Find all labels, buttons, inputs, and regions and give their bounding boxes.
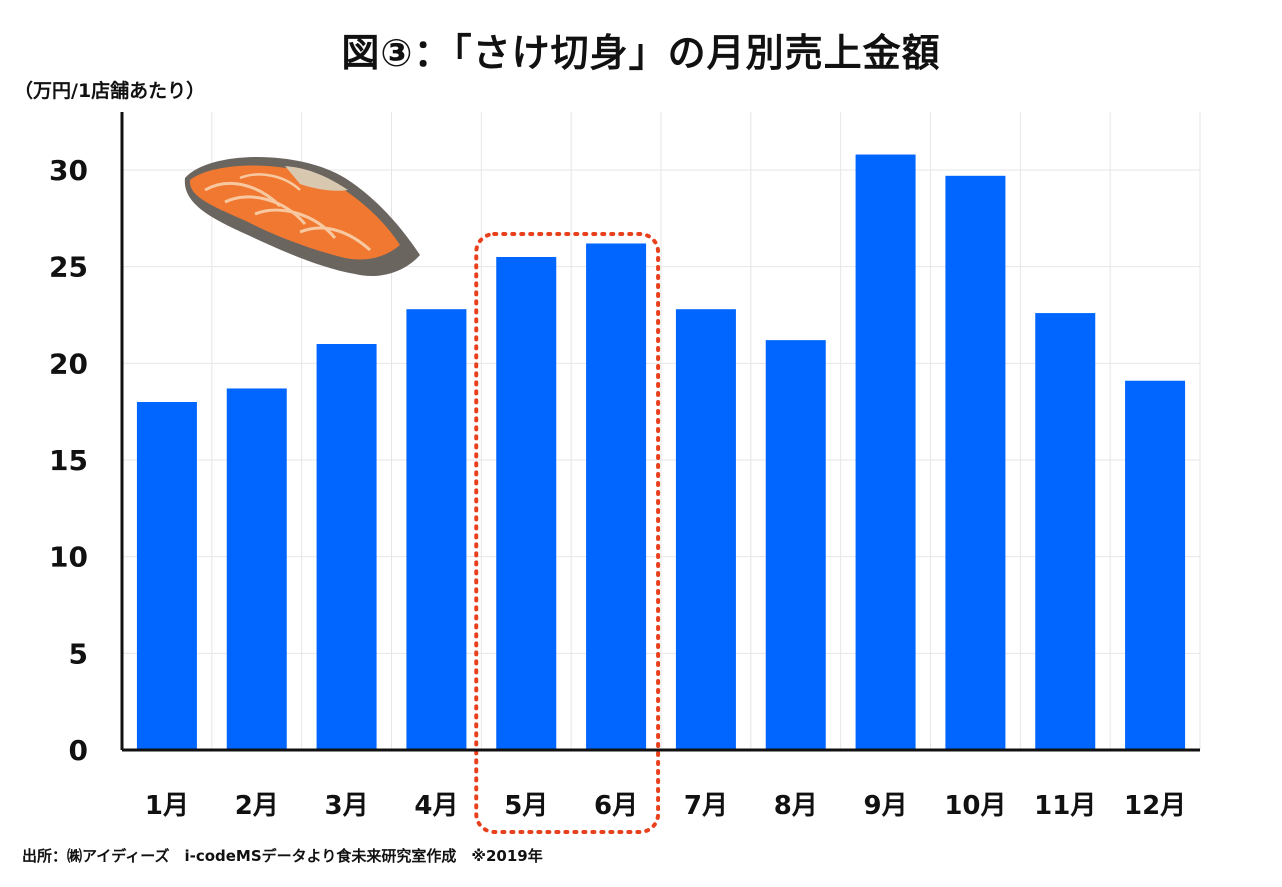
x-tick-label: 3月 [325, 791, 369, 821]
x-tick-label: 5月 [504, 791, 548, 821]
bar-7 [675, 309, 736, 750]
y-tick-label: 10 [49, 541, 88, 574]
x-tick-label: 10月 [944, 791, 1006, 821]
salmon-stripe [224, 195, 307, 225]
bar-5 [496, 257, 557, 750]
y-tick-label: 5 [69, 637, 88, 670]
x-tick-label: 11月 [1034, 791, 1096, 821]
y-tick-label: 30 [49, 154, 88, 187]
salmon-stripe [254, 208, 337, 239]
axes [120, 112, 1200, 752]
x-tick-label: 12月 [1124, 791, 1186, 821]
chart-title: 図③：「さけ切身」の月別売上金額 [341, 31, 941, 75]
y-tick-label: 25 [49, 251, 88, 284]
bar-2 [226, 388, 287, 750]
source-note: 出所：㈱アイディーズ i-codeMSデータより食未来研究室作成 ※2019年 [22, 847, 543, 865]
y-tick-label: 20 [49, 347, 88, 380]
salmon-stripe [299, 226, 372, 252]
x-tick-label: 6月 [594, 791, 638, 821]
bar-12 [1125, 380, 1186, 750]
bar-11 [1035, 313, 1096, 750]
x-tick-label: 4月 [414, 791, 458, 821]
x-tick-label: 8月 [774, 791, 818, 821]
bar-9 [855, 154, 916, 751]
bar-4 [406, 309, 467, 750]
y-tick-label: 15 [49, 444, 88, 477]
x-tick-label: 2月 [235, 791, 279, 821]
tick-labels: 0 5 10 15 20 25 30 1月 2月 3月 4月 5月 6月 7月 8月 9月 10月 11月 12月 [49, 154, 1186, 821]
bar-10 [945, 175, 1006, 751]
x-tick-label: 1月 [145, 791, 189, 821]
x-tick-label: 9月 [864, 791, 908, 821]
bar-8 [765, 340, 826, 750]
highlight-box-outline [474, 232, 661, 834]
x-tick-label: 7月 [684, 791, 728, 821]
y-axis-unit-label: （万円/1店舗あたり） [14, 80, 206, 102]
bar-6 [586, 243, 647, 750]
highlight-box [474, 232, 661, 834]
salmon-fat-edge [285, 166, 348, 191]
grid-lines [122, 112, 1201, 750]
bar-1 [136, 402, 197, 750]
y-tick-label: 0 [69, 734, 88, 767]
bars [136, 154, 1186, 751]
bar-3 [316, 344, 377, 750]
salmon-fillet-illustration [184, 157, 420, 276]
salmon-stripe [239, 173, 301, 191]
